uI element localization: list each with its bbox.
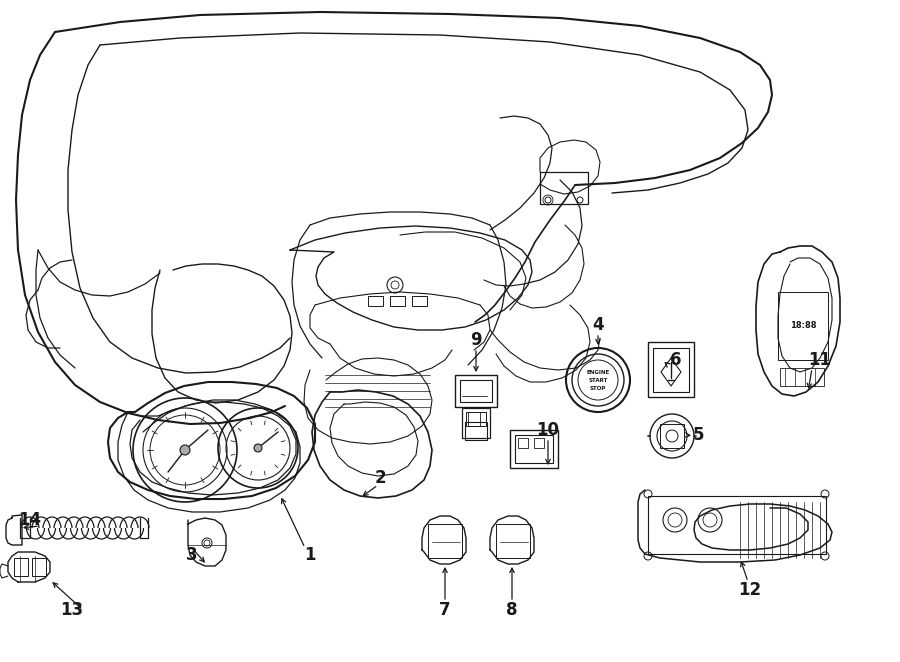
Text: 13: 13 bbox=[60, 601, 84, 619]
Bar bbox=[368, 296, 383, 306]
Circle shape bbox=[254, 444, 262, 452]
Circle shape bbox=[180, 445, 190, 455]
Text: 3: 3 bbox=[186, 546, 198, 564]
Text: 18:88: 18:88 bbox=[790, 322, 816, 330]
Bar bbox=[534, 438, 544, 448]
Text: START: START bbox=[589, 379, 608, 383]
Bar bbox=[462, 408, 490, 438]
Bar bbox=[460, 380, 492, 402]
Text: 11: 11 bbox=[808, 351, 832, 369]
Text: 1: 1 bbox=[304, 546, 316, 564]
Text: 4: 4 bbox=[592, 316, 604, 334]
Bar bbox=[465, 422, 487, 440]
Bar bbox=[653, 348, 689, 392]
Bar bbox=[780, 368, 824, 386]
Bar bbox=[32, 558, 46, 576]
Text: 8: 8 bbox=[506, 601, 518, 619]
Text: 10: 10 bbox=[536, 421, 560, 439]
Bar bbox=[412, 296, 427, 306]
Bar bbox=[518, 438, 528, 448]
Bar bbox=[466, 412, 486, 426]
Bar bbox=[778, 292, 828, 360]
Bar bbox=[540, 172, 588, 204]
Bar bbox=[455, 375, 497, 407]
Text: 12: 12 bbox=[738, 581, 761, 599]
Text: 2: 2 bbox=[374, 469, 386, 487]
Text: ENGINE: ENGINE bbox=[587, 371, 609, 375]
Text: 9: 9 bbox=[470, 331, 482, 349]
Bar bbox=[510, 430, 558, 468]
Bar bbox=[515, 435, 553, 463]
Text: 7: 7 bbox=[439, 601, 451, 619]
Bar bbox=[496, 524, 530, 558]
Bar bbox=[14, 558, 28, 576]
Text: STOP: STOP bbox=[590, 387, 607, 391]
Bar bbox=[428, 524, 462, 558]
Text: 5: 5 bbox=[692, 426, 704, 444]
Bar bbox=[648, 342, 694, 397]
Bar bbox=[390, 296, 405, 306]
Bar bbox=[648, 496, 826, 554]
Bar bbox=[660, 424, 684, 448]
Text: 6: 6 bbox=[670, 351, 682, 369]
Text: 14: 14 bbox=[18, 511, 41, 529]
